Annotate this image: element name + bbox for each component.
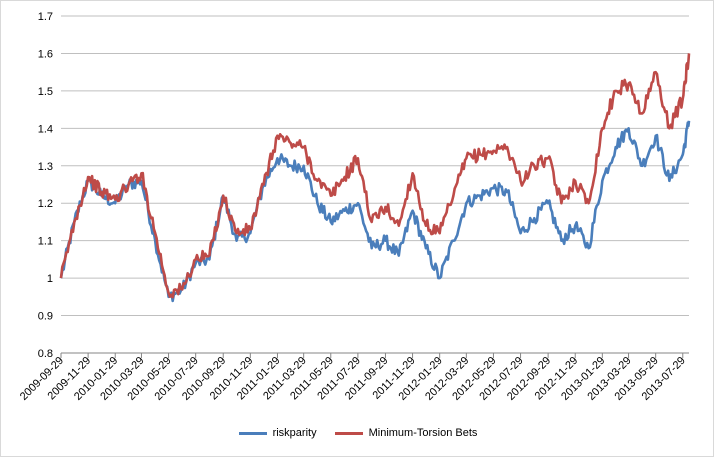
legend-item-minimum-torsion-bets: Minimum-Torsion Bets <box>334 427 478 439</box>
y-tick-label: 1.7 <box>38 11 53 23</box>
y-tick-label: 1.4 <box>38 123 53 135</box>
y-tick-label: 1.5 <box>38 86 53 98</box>
x-axis-ticks: 2009-09-292009-11-292010-01-292010-03-29… <box>18 353 688 403</box>
gridlines <box>61 15 689 354</box>
legend-label-riskparity: riskparity <box>272 427 317 439</box>
series-lines <box>59 53 691 303</box>
y-axis-ticks: 0.8 0.9 1 1.1 1.2 1.3 1.4 1.5 1.6 1.7 <box>38 11 53 360</box>
y-tick-label: 1.2 <box>38 198 53 210</box>
legend-swatch-riskparity <box>238 431 267 435</box>
legend-swatch-minimum-torsion-bets <box>334 431 363 435</box>
legend: riskparity Minimum-Torsion Bets <box>1 427 714 439</box>
y-tick-label: 1.6 <box>38 48 53 60</box>
y-tick-label: 1.1 <box>38 236 53 248</box>
y-tick-label: 0.9 <box>38 311 53 323</box>
legend-item-riskparity: riskparity <box>238 427 317 439</box>
y-tick-label: 1 <box>47 273 53 285</box>
y-tick-label: 0.8 <box>38 348 53 360</box>
legend-label-minimum-torsion-bets: Minimum-Torsion Bets <box>368 427 478 439</box>
series-line-minimum-torsion-bets <box>59 53 691 299</box>
y-tick-label: 1.3 <box>38 161 53 173</box>
series-line-riskparity <box>59 120 691 303</box>
